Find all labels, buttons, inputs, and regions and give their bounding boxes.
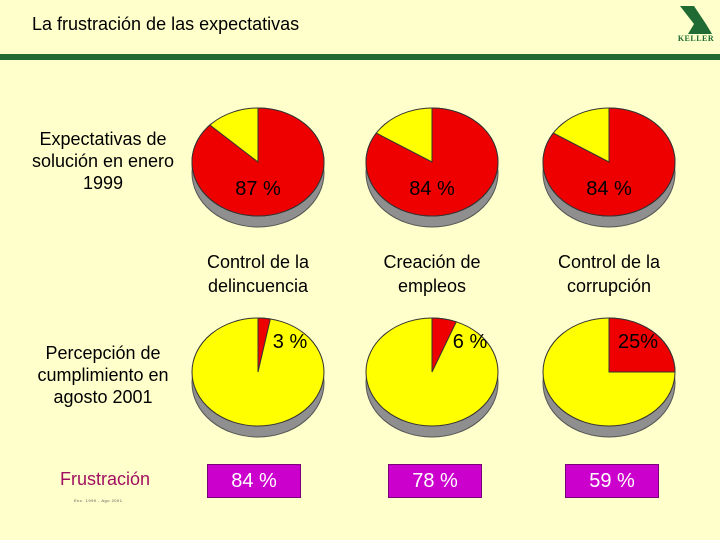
company-logo <box>680 6 712 34</box>
pie-slice-value-expect-empleos <box>365 107 499 217</box>
header-rule <box>0 54 720 60</box>
source-note: Enc. 1999 - Ago 2001 <box>74 498 123 503</box>
logo-brand: KELLER <box>677 34 715 43</box>
pie-label-expect-empleos: 84 % <box>409 178 455 200</box>
pie-slice-value-expect-delincuencia <box>191 107 325 217</box>
page-title: La frustración de las expectativas <box>32 14 300 34</box>
pie-label-perc-empleos: 6 % <box>452 331 488 353</box>
row-label-perception: Percepción de cumplimiento en agosto 200… <box>37 343 169 407</box>
pie-slice-value-expect-corrupcion <box>542 107 676 217</box>
category-label-corrupcion: Control de la corrupción <box>557 252 661 296</box>
frustration-box-corrupcion: 59 % <box>565 464 659 498</box>
pie-label-perc-delincuencia: 3 % <box>272 331 308 353</box>
pie-label-expect-corrupcion: 84 % <box>586 178 632 200</box>
category-label-empleos: Creación de empleos <box>383 252 481 296</box>
frustration-box-delincuencia: 84 % <box>207 464 301 498</box>
pie-label-perc-corrupcion: 25% <box>617 331 659 353</box>
row-label-frustration: Frustración <box>59 469 151 489</box>
pie-label-expect-delincuencia: 87 % <box>235 178 281 200</box>
pie-slice-value-perc-empleos <box>431 317 457 373</box>
category-label-delincuencia: Control de la delincuencia <box>206 252 310 296</box>
frustration-box-empleos: 78 % <box>388 464 482 498</box>
row-label-expectations: Expectativas de solución en enero 1999 <box>31 129 175 193</box>
pie-slice-value-perc-corrupcion <box>608 317 676 373</box>
pie-slice-value-perc-delincuencia <box>257 317 271 373</box>
